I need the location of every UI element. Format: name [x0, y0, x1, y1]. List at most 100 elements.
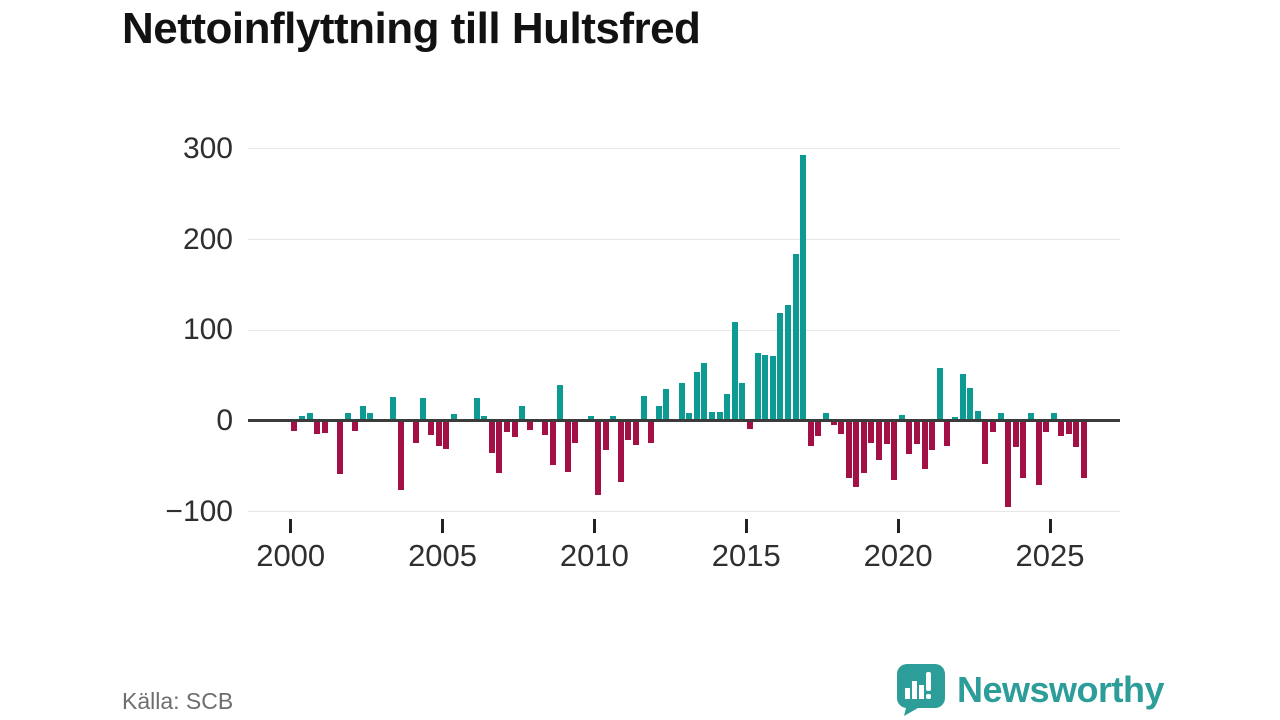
- bar-2025Q4: [1073, 421, 1080, 448]
- bar-2013Q4: [709, 411, 715, 421]
- bar-2010Q1: [595, 421, 602, 496]
- bar-2023Q3: [1005, 421, 1012, 508]
- bar-2011Q2: [633, 421, 640, 445]
- bar-2022Q3: [974, 411, 981, 421]
- bar-2001Q3: [336, 421, 343, 474]
- bar-2015Q2: [754, 352, 761, 421]
- bar-2024Q3: [1035, 421, 1042, 486]
- bar-2023Q1: [989, 421, 996, 432]
- x-axis-tick-2000: [289, 519, 293, 533]
- bar-2014Q4: [739, 382, 746, 421]
- bar-2001Q1: [321, 421, 328, 433]
- x-axis-label-2005: 2005: [408, 538, 478, 573]
- bar-2023Q4: [1012, 421, 1019, 448]
- gridline--100: [248, 511, 1120, 513]
- bar-2016Q3: [792, 254, 799, 421]
- bar-2021Q3: [944, 421, 951, 446]
- bar-2007Q4: [526, 421, 533, 431]
- bar-2026Q1: [1081, 421, 1088, 479]
- bar-2020Q1: [898, 414, 905, 421]
- chart-title: Nettoinflyttning till Hultsfred: [122, 4, 701, 53]
- bar-2012Q4: [678, 382, 685, 421]
- bar-2020Q2: [906, 421, 913, 454]
- bar-2024Q2: [1027, 412, 1034, 421]
- bar-2018Q4: [860, 421, 867, 473]
- bar-2000Q4: [314, 421, 321, 434]
- bar-2001Q4: [344, 412, 351, 421]
- bar-2023Q2: [997, 412, 1004, 421]
- y-axis-label-200: 200: [182, 222, 233, 256]
- y-axis-label--100: −100: [165, 494, 233, 528]
- brand-name: Newsworthy: [957, 669, 1165, 710]
- x-axis-tick-2020: [896, 519, 900, 533]
- bar-2025Q2: [1058, 421, 1065, 436]
- bar-2022Q1: [959, 373, 966, 421]
- bar-2000Q1: [291, 421, 298, 431]
- bar-2019Q1: [868, 421, 875, 443]
- bar-2020Q3: [914, 421, 921, 444]
- bar-2006Q3: [488, 421, 495, 453]
- bar-2002Q1: [352, 421, 359, 431]
- bar-2017Q4: [830, 421, 837, 425]
- source-label: Källa: SCB: [122, 688, 234, 714]
- bar-2005Q1: [443, 421, 450, 450]
- bar-2003Q2: [390, 397, 397, 421]
- bar-2012Q2: [663, 389, 670, 421]
- bar-2018Q1: [838, 421, 845, 434]
- bar-2007Q1: [504, 421, 510, 432]
- bar-2002Q2: [359, 406, 366, 421]
- bar-2013Q2: [693, 371, 700, 421]
- x-axis-label-2015: 2015: [711, 538, 781, 573]
- bar-2004Q1: [412, 421, 419, 443]
- bar-2004Q3: [428, 421, 435, 435]
- bar-2009Q4: [587, 415, 594, 421]
- zero-baseline: [248, 419, 1120, 422]
- bar-2022Q2: [967, 388, 974, 421]
- bar-2014Q2: [724, 393, 731, 421]
- bar-2017Q2: [815, 421, 822, 436]
- x-axis-label-2025: 2025: [1015, 538, 1085, 573]
- brand-footer: Newsworthy: [897, 664, 1165, 716]
- bar-2021Q1: [929, 421, 936, 451]
- bar-2010Q3: [610, 416, 617, 421]
- bar-2014Q3: [731, 322, 738, 421]
- bar-2006Q1: [473, 398, 480, 421]
- bar-2006Q2: [481, 415, 488, 421]
- bar-2018Q2: [845, 421, 852, 479]
- bar-2025Q1: [1050, 412, 1057, 421]
- x-axis-tick-2025: [1048, 519, 1052, 533]
- gridline-100: [248, 329, 1120, 331]
- y-axis-label-300: 300: [182, 131, 233, 165]
- bar-2008Q3: [549, 421, 556, 465]
- bar-2011Q1: [625, 421, 632, 441]
- x-axis-label-2010: 2010: [559, 538, 629, 573]
- bar-2020Q4: [921, 421, 928, 470]
- bar-2017Q3: [822, 412, 829, 421]
- bar-2012Q1: [655, 406, 662, 421]
- bar-2016Q4: [800, 155, 807, 421]
- bar-2008Q4: [557, 384, 564, 421]
- bar-2018Q3: [853, 421, 860, 488]
- bar-2007Q3: [519, 406, 526, 421]
- bar-2011Q4: [648, 421, 655, 443]
- bar-2009Q2: [572, 421, 579, 443]
- bar-2007Q2: [511, 421, 518, 438]
- bar-2011Q3: [640, 396, 647, 421]
- bar-2008Q2: [541, 421, 548, 435]
- bar-2019Q2: [876, 421, 883, 461]
- x-axis-label-2000: 2000: [256, 538, 326, 573]
- bar-2010Q4: [617, 421, 624, 482]
- bar-2024Q1: [1020, 421, 1027, 479]
- bar-2024Q4: [1043, 421, 1050, 432]
- gridline-300: [248, 148, 1120, 150]
- bar-2010Q2: [602, 421, 609, 451]
- bar-2021Q2: [936, 368, 943, 421]
- bar-2004Q2: [420, 398, 427, 421]
- bar-2009Q1: [564, 421, 571, 472]
- bar-2019Q3: [883, 421, 890, 444]
- bar-2013Q3: [701, 362, 708, 421]
- bar-2022Q4: [982, 421, 989, 464]
- bar-2003Q3: [397, 421, 404, 490]
- bar-2006Q4: [496, 421, 503, 473]
- x-axis-label-2020: 2020: [863, 538, 933, 573]
